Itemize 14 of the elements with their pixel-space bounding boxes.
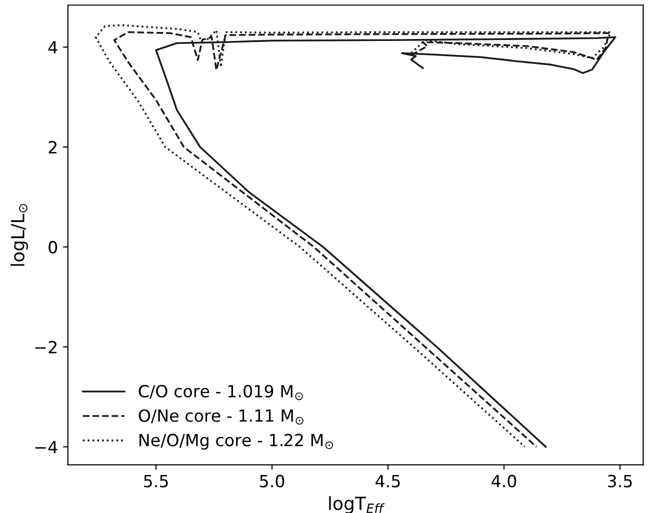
y-tick-label: 4 <box>48 41 58 54</box>
x-tick-label: 4.5 <box>376 475 400 488</box>
x-tick-label: 3.5 <box>608 474 632 488</box>
x-tick-label: 5.5 <box>144 475 168 488</box>
y-tick-label: 2 <box>48 140 56 154</box>
y-tick-label: 0 <box>48 240 58 254</box>
legend-label: Ne/O/Mg core - 1.22 M$_{⊙}$ <box>140 434 334 450</box>
y-tick-label: −2 <box>35 340 56 354</box>
legend-label: C/O core - 1.019 M$_{⊙}$ <box>138 384 303 400</box>
y-tick-label: −4 <box>35 440 58 454</box>
x-tick-label: 4.0 <box>492 474 516 488</box>
legend-label: O/Ne core - 1.11 M$_{⊙}$ <box>138 409 304 425</box>
y-axis-title: logL/L$_{⊙}$ <box>10 204 28 266</box>
x-tick-label: 5.0 <box>260 474 284 488</box>
